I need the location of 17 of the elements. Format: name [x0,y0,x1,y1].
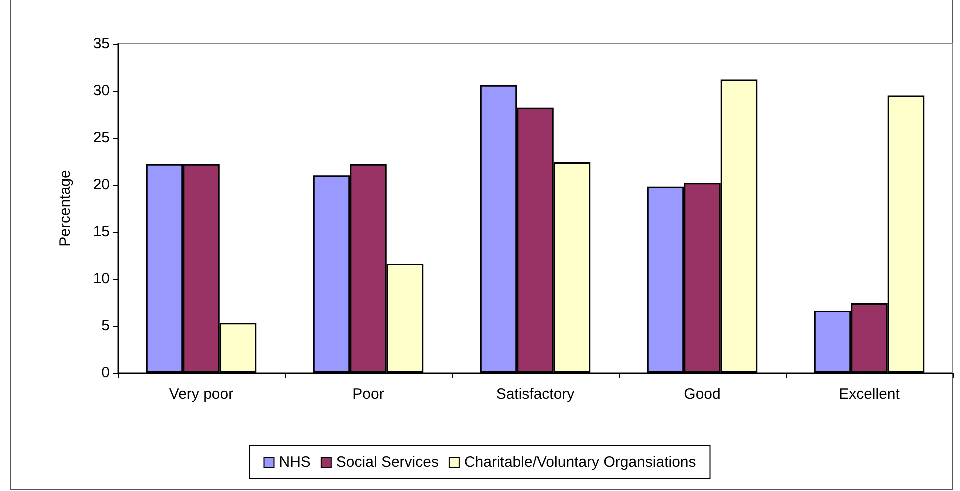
legend-label: Social Services [336,454,439,471]
legend-label: Charitable/Voluntary Organsiations [464,454,696,471]
y-tick-label: 15 [93,224,110,240]
y-tick-label: 35 [93,36,110,52]
x-tick-label: Poor [352,386,384,403]
y-tick-label: 5 [102,318,110,334]
y-tick-label: 20 [93,176,110,194]
legend-label: NHS [279,454,311,471]
y-axis-title: Percentage [57,170,74,247]
x-tick-label: Satisfactory [496,386,576,403]
x-tick-label: Very poor [169,386,234,403]
y-tick-label: 25 [93,130,110,146]
y-tick-label: 30 [93,82,110,100]
x-tick-label: Excellent [839,386,901,403]
y-tick-label: 0 [102,364,110,382]
x-tick-label: Good [684,386,721,403]
y-tick-label: 10 [93,270,110,288]
